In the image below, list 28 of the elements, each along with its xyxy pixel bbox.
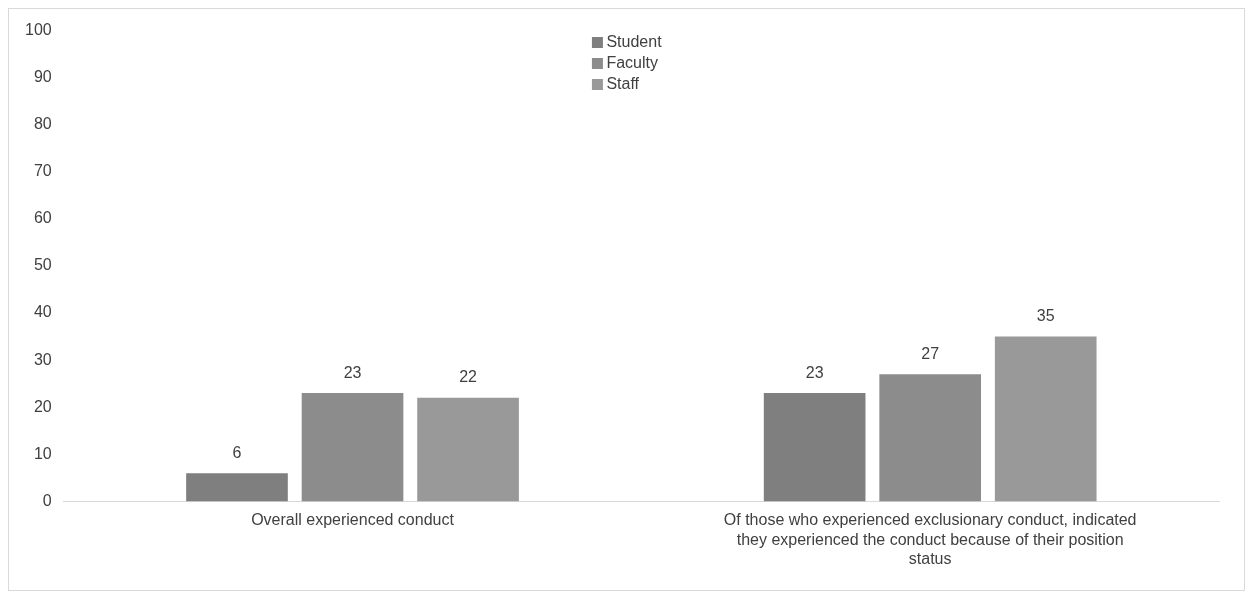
y-tick-label: 70 bbox=[33, 162, 52, 180]
y-tick-label: 10 bbox=[33, 444, 52, 462]
y-tick-label: 40 bbox=[33, 303, 52, 321]
x-tick-label: Of those who experienced exclusionary conduct, indicated they experienced the conduct because of their position status bbox=[723, 511, 1137, 567]
y-tick-label: 100 bbox=[24, 21, 52, 39]
y-tick-label: 60 bbox=[33, 209, 52, 227]
y-tick-label: 0 bbox=[42, 491, 52, 509]
data-label: 23 bbox=[805, 363, 824, 381]
data-label: 35 bbox=[1036, 307, 1055, 325]
bar bbox=[994, 336, 1097, 502]
y-tick-label: 20 bbox=[33, 397, 52, 415]
bar bbox=[879, 374, 982, 502]
data-label: 27 bbox=[921, 344, 940, 362]
y-tick-label: 80 bbox=[33, 115, 52, 133]
legend-label: Staff bbox=[606, 75, 640, 93]
x-tick-label: Overall experienced conduct bbox=[251, 511, 455, 529]
data-label: 23 bbox=[343, 363, 362, 381]
legend-label: Faculty bbox=[606, 54, 658, 72]
bar bbox=[186, 473, 288, 502]
data-label: 22 bbox=[459, 368, 478, 386]
legend-label: Student bbox=[606, 33, 662, 51]
y-tick-label: 50 bbox=[33, 256, 52, 274]
y-tick-label: 90 bbox=[33, 68, 52, 86]
bar bbox=[763, 393, 866, 502]
data-label: 6 bbox=[232, 443, 242, 461]
y-tick-label: 30 bbox=[33, 350, 52, 368]
bar bbox=[301, 393, 404, 502]
bar bbox=[417, 397, 519, 502]
